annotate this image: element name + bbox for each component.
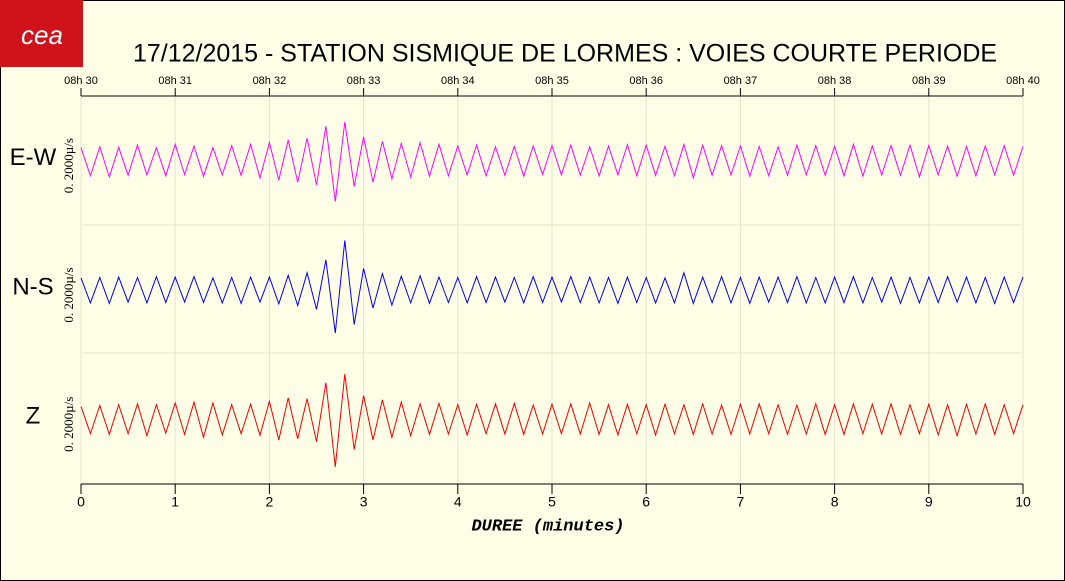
x-tick-label: 7 <box>737 494 745 510</box>
top-tick-label: 08h 38 <box>818 75 852 87</box>
x-tick-label: 0 <box>77 494 85 510</box>
top-tick-label: 08h 39 <box>912 75 946 87</box>
trace <box>80 374 1024 467</box>
x-tick-label: 8 <box>831 494 839 510</box>
x-tick-label: 3 <box>360 494 368 510</box>
top-tick-label: 08h 33 <box>347 75 381 87</box>
top-tick-label: 08h 37 <box>724 75 758 87</box>
trace <box>80 121 1024 202</box>
x-tick-label: 10 <box>1015 494 1031 510</box>
top-tick-label: 08h 36 <box>629 75 663 87</box>
x-axis-label: DUREE (minutes) <box>471 517 624 536</box>
top-tick-label: 08h 30 <box>64 75 98 87</box>
channel-label: N-S <box>12 273 53 300</box>
scale-label: 0. 2000µ/s <box>61 267 76 322</box>
channel-label: Z <box>26 403 41 430</box>
top-tick-label: 08h 31 <box>158 75 192 87</box>
trace <box>80 240 1024 334</box>
top-tick-label: 08h 32 <box>253 75 287 87</box>
x-tick-label: 2 <box>266 494 274 510</box>
channel-label: E-W <box>10 144 57 171</box>
chart-title: 17/12/2015 - STATION SISMIQUE DE LORMES … <box>133 40 997 68</box>
x-tick-label: 6 <box>642 494 650 510</box>
x-tick-label: 4 <box>454 494 462 510</box>
logo-box <box>0 0 83 67</box>
x-tick-label: 1 <box>171 494 179 510</box>
top-tick-label: 08h 34 <box>441 75 475 87</box>
scale-label: 0. 2000µ/s <box>61 138 76 193</box>
top-tick-label: 08h 35 <box>535 75 569 87</box>
scale-label: 0. 2000µ/s <box>61 397 76 452</box>
x-tick-label: 5 <box>548 494 556 510</box>
x-tick-label: 9 <box>925 494 933 510</box>
logo: cea <box>21 20 63 50</box>
top-tick-label: 08h 40 <box>1006 75 1040 87</box>
